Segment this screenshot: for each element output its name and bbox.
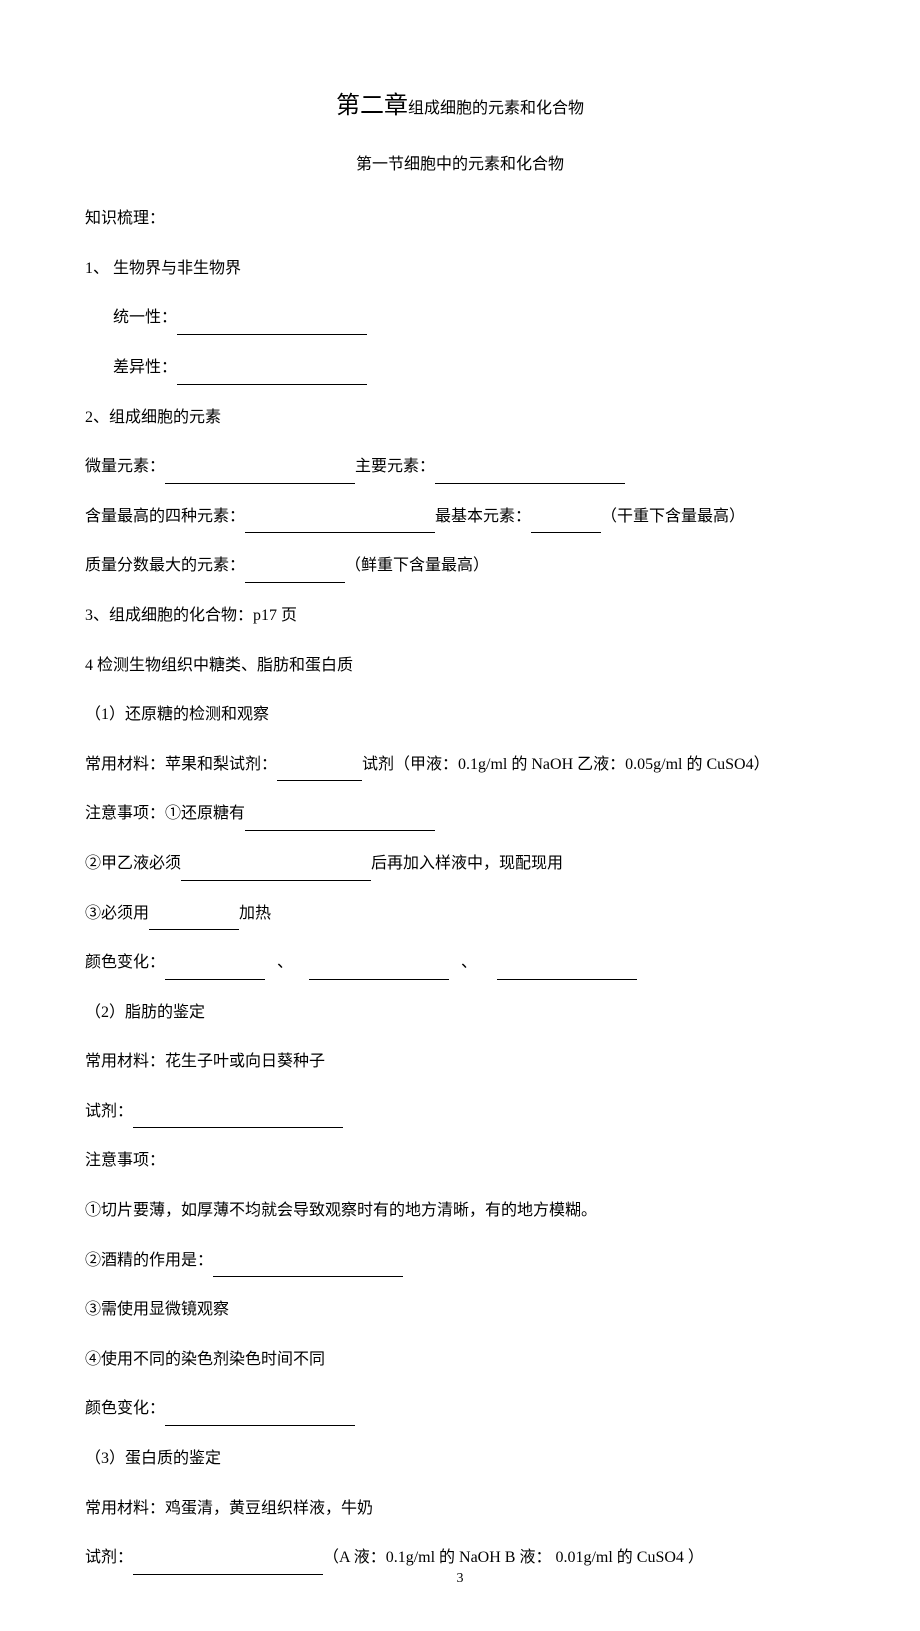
item2-trace-main: 微量元素： 主要元素： bbox=[85, 450, 835, 484]
blank-alcohol bbox=[213, 1259, 403, 1277]
blank-color2 bbox=[309, 962, 449, 980]
item4-sub1-note-prefix: 注意事项：①还原糖有 bbox=[85, 805, 245, 822]
item4-sub1-note2-prefix: ②甲乙液必须 bbox=[85, 855, 181, 872]
blank-unity bbox=[177, 317, 367, 335]
blank-sugar-reagent bbox=[277, 763, 362, 781]
blank-difference bbox=[177, 367, 367, 385]
chapter-suffix: 组成细胞的元素和化合物 bbox=[408, 100, 584, 117]
blank-color3 bbox=[497, 962, 637, 980]
chapter-prefix: 第二章 bbox=[336, 93, 408, 119]
blank-mass bbox=[245, 565, 345, 583]
item4-sub1-material-label: 常用材料：苹果和梨试剂： bbox=[85, 756, 277, 773]
item4-sub1-note1: 注意事项：①还原糖有 bbox=[85, 797, 835, 831]
sep2: 、 bbox=[461, 954, 477, 971]
item3-title: 3、组成细胞的化合物：p17 页 bbox=[85, 599, 835, 633]
heading-knowledge: 知识梳理： bbox=[85, 202, 835, 236]
item2-title: 2、组成细胞的元素 bbox=[85, 401, 835, 435]
item1-sub2: 差异性： bbox=[85, 351, 835, 385]
item1-sub1-label: 统一性： bbox=[113, 309, 177, 326]
blank-mixture bbox=[181, 863, 371, 881]
item4-sub2-color: 颜色变化： bbox=[85, 1392, 835, 1426]
item4-title: 4 检测生物组织中糖类、脂肪和蛋白质 bbox=[85, 649, 835, 683]
item4-sub1-color: 颜色变化： 、 、 bbox=[85, 946, 835, 980]
item4-sub2-notes-title: 注意事项： bbox=[85, 1144, 835, 1178]
item4-sub1-note2-suffix: 后再加入样液中，现配现用 bbox=[371, 855, 563, 872]
item2-mass: 质量分数最大的元素： （鲜重下含量最高） bbox=[85, 549, 835, 583]
item2-mass-note: （鲜重下含量最高） bbox=[345, 557, 489, 574]
item2-basic-label: 最基本元素： bbox=[435, 508, 531, 525]
blank-fat-color bbox=[165, 1408, 355, 1426]
item4-sub1-color-label: 颜色变化： bbox=[85, 954, 165, 971]
item4-sub1-note3-suffix: 加热 bbox=[239, 905, 271, 922]
item2-trace-label: 微量元素： bbox=[85, 458, 165, 475]
item4-sub2-note4: ④使用不同的染色剂染色时间不同 bbox=[85, 1343, 835, 1377]
sep1: 、 bbox=[277, 954, 293, 971]
blank-heat bbox=[149, 912, 239, 930]
item4-sub2-material: 常用材料：花生子叶或向日葵种子 bbox=[85, 1045, 835, 1079]
item4-sub2-reagent-label: 试剂： bbox=[85, 1103, 133, 1120]
item4-sub3-reagent-tail: （A 液：0.1g/ml 的 NaOH B 液： 0.01g/ml 的 CuSO… bbox=[323, 1549, 704, 1566]
item4-sub2-color-label: 颜色变化： bbox=[85, 1400, 165, 1417]
section-title: 第一节细胞中的元素和化合物 bbox=[85, 152, 835, 178]
item2-basic-note: （干重下含量最高） bbox=[601, 508, 745, 525]
chapter-title: 第二章组成细胞的元素和化合物 bbox=[85, 90, 835, 124]
blank-trace bbox=[165, 466, 355, 484]
item4-sub2-note2-label: ②酒精的作用是： bbox=[85, 1252, 213, 1269]
item4-sub2-note1: ①切片要薄，如厚薄不均就会导致观察时有的地方清晰，有的地方模糊。 bbox=[85, 1194, 835, 1228]
item2-top4-label: 含量最高的四种元素： bbox=[85, 508, 245, 525]
blank-color1 bbox=[165, 962, 265, 980]
item1-sub1: 统一性： bbox=[85, 301, 835, 335]
blank-basic bbox=[531, 515, 601, 533]
item1-sub2-label: 差异性： bbox=[113, 359, 177, 376]
page-number: 3 bbox=[0, 1568, 920, 1590]
item1-title: 1、 生物界与非生物界 bbox=[85, 252, 835, 286]
item2-top4-basic: 含量最高的四种元素： 最基本元素： （干重下含量最高） bbox=[85, 500, 835, 534]
item4-sub1-material: 常用材料：苹果和梨试剂： 试剂（甲液：0.1g/ml 的 NaOH 乙液：0.05… bbox=[85, 748, 835, 782]
item4-sub2-note2: ②酒精的作用是： bbox=[85, 1244, 835, 1278]
item4-sub3-title: （3）蛋白质的鉴定 bbox=[85, 1442, 835, 1476]
item4-sub2-title: （2）脂肪的鉴定 bbox=[85, 996, 835, 1030]
item4-sub1-title: （1）还原糖的检测和观察 bbox=[85, 698, 835, 732]
item4-sub2-reagent: 试剂： bbox=[85, 1095, 835, 1129]
blank-reducing-sugar bbox=[245, 813, 435, 831]
item2-main-label: 主要元素： bbox=[355, 458, 435, 475]
blank-top4 bbox=[245, 515, 435, 533]
item2-mass-label: 质量分数最大的元素： bbox=[85, 557, 245, 574]
blank-fat-reagent bbox=[133, 1110, 343, 1128]
item4-sub1-note3: ③必须用 加热 bbox=[85, 897, 835, 931]
item4-sub1-reagent-tail: 试剂（甲液：0.1g/ml 的 NaOH 乙液：0.05g/ml 的 CuSO4… bbox=[362, 756, 770, 773]
blank-main bbox=[435, 466, 625, 484]
item4-sub2-note3: ③需使用显微镜观察 bbox=[85, 1293, 835, 1327]
item4-sub3-reagent-label: 试剂： bbox=[85, 1549, 133, 1566]
item4-sub1-note2: ②甲乙液必须 后再加入样液中，现配现用 bbox=[85, 847, 835, 881]
item4-sub1-note3-prefix: ③必须用 bbox=[85, 905, 149, 922]
item4-sub3-material: 常用材料：鸡蛋清，黄豆组织样液，牛奶 bbox=[85, 1492, 835, 1526]
